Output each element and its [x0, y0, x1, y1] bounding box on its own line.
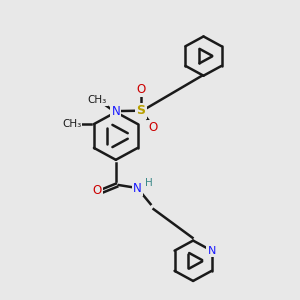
Text: O: O [136, 83, 146, 96]
Text: CH₃: CH₃ [88, 95, 107, 105]
Text: O: O [92, 184, 102, 197]
Text: O: O [148, 121, 158, 134]
Text: N: N [133, 182, 142, 195]
Text: N: N [207, 246, 216, 256]
Text: S: S [136, 104, 146, 117]
Text: H: H [145, 178, 153, 188]
Text: N: N [111, 104, 120, 118]
Text: CH₃: CH₃ [62, 119, 81, 129]
